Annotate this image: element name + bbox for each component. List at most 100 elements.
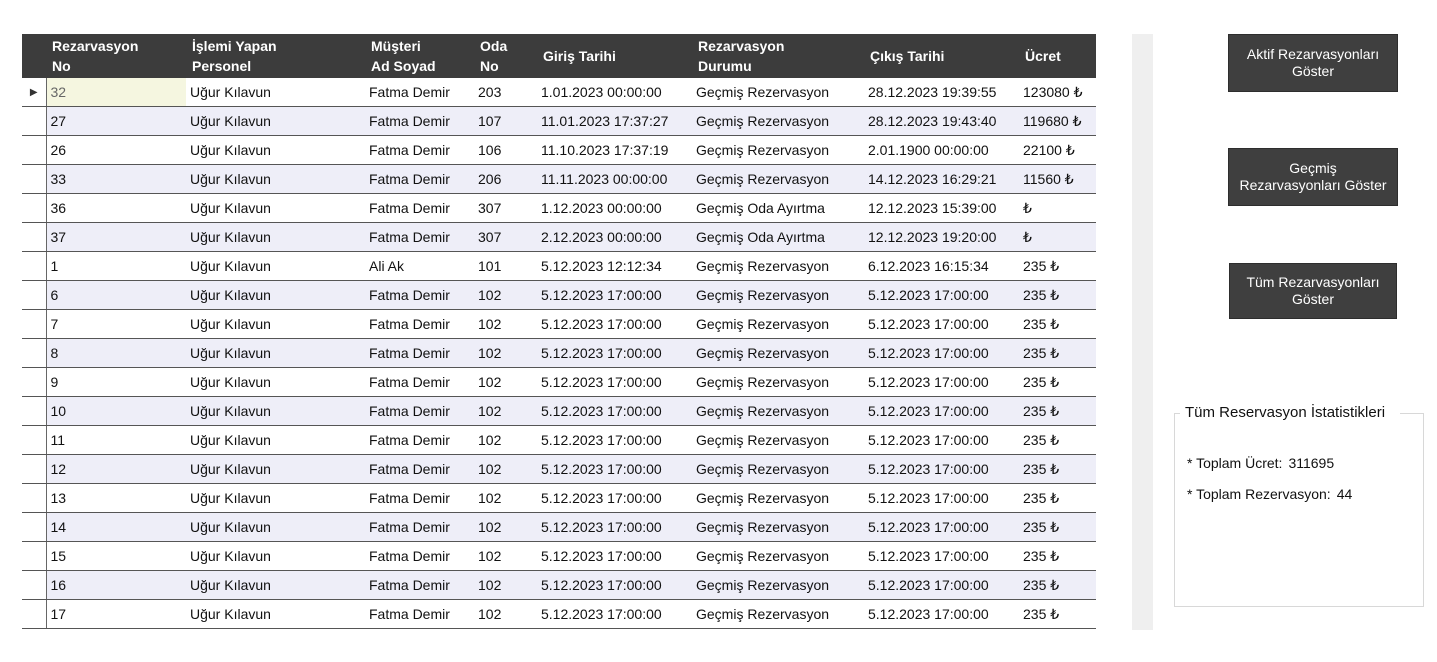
cell-personel[interactable]: Uğur Kılavun <box>186 78 365 107</box>
row-selector[interactable] <box>22 512 47 542</box>
cell-durum[interactable]: Geçmiş Rezervasyon <box>692 106 864 136</box>
row-selector[interactable] <box>22 280 47 310</box>
cell-durum[interactable]: Geçmiş Rezervasyon <box>692 425 864 455</box>
cell-ucret[interactable]: 235 ₺ <box>1019 338 1096 368</box>
cell-oda-no[interactable]: 102 <box>474 396 537 426</box>
row-selector[interactable] <box>22 193 47 223</box>
row-selector[interactable] <box>22 222 47 252</box>
cell-oda-no[interactable]: 203 <box>474 78 537 107</box>
table-row[interactable]: 8 Uğur Kılavun Fatma Demir 102 5.12.2023 17:… <box>22 338 1096 368</box>
cell-durum[interactable]: Geçmiş Rezervasyon <box>692 280 864 310</box>
cell-rezervasyon-no[interactable]: 36 <box>46 193 186 223</box>
cell-ucret[interactable]: 22100 ₺ <box>1019 135 1096 165</box>
column-header-musteri[interactable]: Müşteri Ad Soyad <box>365 34 474 78</box>
row-selector[interactable] <box>22 309 47 339</box>
cell-oda-no[interactable]: 206 <box>474 164 537 194</box>
cell-ucret[interactable]: 235 ₺ <box>1019 454 1096 484</box>
cell-cikis-tarihi[interactable]: 5.12.2023 17:00:00 <box>864 454 1019 484</box>
cell-personel[interactable]: Uğur Kılavun <box>186 570 365 600</box>
table-row[interactable]: 33 Uğur Kılavun Fatma Demir 206 11.11.2023 0… <box>22 164 1096 194</box>
cell-rezervasyon-no[interactable]: 32 <box>46 78 186 107</box>
cell-oda-no[interactable]: 307 <box>474 222 537 252</box>
column-header-ucret[interactable]: Ücret <box>1019 34 1096 78</box>
cell-ucret[interactable]: 235 ₺ <box>1019 425 1096 455</box>
cell-ucret[interactable]: 11560 ₺ <box>1019 164 1096 194</box>
cell-oda-no[interactable]: 106 <box>474 135 537 165</box>
cell-musteri[interactable]: Fatma Demir <box>365 599 474 629</box>
table-row[interactable]: 15 Uğur Kılavun Fatma Demir 102 5.12.2023 17… <box>22 541 1096 571</box>
cell-giris-tarihi[interactable]: 5.12.2023 17:00:00 <box>537 483 692 513</box>
cell-personel[interactable]: Uğur Kılavun <box>186 483 365 513</box>
table-row[interactable]: 12 Uğur Kılavun Fatma Demir 102 5.12.2023 17… <box>22 454 1096 484</box>
table-row[interactable]: ▶ 32 Uğur Kılavun Fatma Demir 203 1.01.2023 0… <box>22 78 1096 107</box>
cell-oda-no[interactable]: 102 <box>474 541 537 571</box>
row-selector[interactable] <box>22 570 47 600</box>
table-row[interactable]: 1 Uğur Kılavun Ali Ak 101 5.12.2023 12:12:34… <box>22 251 1096 281</box>
show-all-reservations-button[interactable]: Tüm Rezarvasyonları Göster <box>1229 263 1397 319</box>
table-row[interactable]: 37 Uğur Kılavun Fatma Demir 307 2.12.2023 00… <box>22 222 1096 252</box>
cell-musteri[interactable]: Fatma Demir <box>365 309 474 339</box>
cell-oda-no[interactable]: 107 <box>474 106 537 136</box>
cell-ucret[interactable]: 235 ₺ <box>1019 483 1096 513</box>
table-row[interactable]: 36 Uğur Kılavun Fatma Demir 307 1.12.2023 00… <box>22 193 1096 223</box>
cell-oda-no[interactable]: 102 <box>474 338 537 368</box>
cell-personel[interactable]: Uğur Kılavun <box>186 309 365 339</box>
cell-rezervasyon-no[interactable]: 10 <box>46 396 186 426</box>
cell-durum[interactable]: Geçmiş Oda Ayırtma <box>692 222 864 252</box>
row-selector[interactable] <box>22 251 47 281</box>
cell-musteri[interactable]: Fatma Demir <box>365 280 474 310</box>
cell-ucret[interactable]: 235 ₺ <box>1019 512 1096 542</box>
cell-cikis-tarihi[interactable]: 12.12.2023 15:39:00 <box>864 193 1019 223</box>
cell-musteri[interactable]: Fatma Demir <box>365 483 474 513</box>
cell-rezervasyon-no[interactable]: 26 <box>46 135 186 165</box>
cell-rezervasyon-no[interactable]: 33 <box>46 164 186 194</box>
cell-ucret[interactable]: 235 ₺ <box>1019 599 1096 629</box>
cell-rezervasyon-no[interactable]: 6 <box>46 280 186 310</box>
row-selector[interactable]: ▶ <box>22 78 47 107</box>
cell-giris-tarihi[interactable]: 5.12.2023 17:00:00 <box>537 280 692 310</box>
row-selector[interactable] <box>22 425 47 455</box>
vertical-scrollbar[interactable] <box>1096 34 1153 630</box>
cell-ucret[interactable]: 235 ₺ <box>1019 541 1096 571</box>
cell-personel[interactable]: Uğur Kılavun <box>186 367 365 397</box>
cell-oda-no[interactable]: 102 <box>474 280 537 310</box>
cell-durum[interactable]: Geçmiş Rezervasyon <box>692 338 864 368</box>
cell-giris-tarihi[interactable]: 1.01.2023 00:00:00 <box>537 78 692 107</box>
cell-cikis-tarihi[interactable]: 5.12.2023 17:00:00 <box>864 483 1019 513</box>
cell-personel[interactable]: Uğur Kılavun <box>186 164 365 194</box>
cell-cikis-tarihi[interactable]: 5.12.2023 17:00:00 <box>864 541 1019 571</box>
cell-durum[interactable]: Geçmiş Rezervasyon <box>692 135 864 165</box>
cell-personel[interactable]: Uğur Kılavun <box>186 512 365 542</box>
cell-giris-tarihi[interactable]: 11.10.2023 17:37:19 <box>537 135 692 165</box>
column-header-durum[interactable]: Rezarvasyon Durumu <box>692 34 864 78</box>
cell-durum[interactable]: Geçmiş Rezervasyon <box>692 454 864 484</box>
row-selector[interactable] <box>22 338 47 368</box>
cell-rezervasyon-no[interactable]: 8 <box>46 338 186 368</box>
cell-rezervasyon-no[interactable]: 7 <box>46 309 186 339</box>
row-selector[interactable] <box>22 483 47 513</box>
row-selector[interactable] <box>22 135 47 165</box>
cell-cikis-tarihi[interactable]: 5.12.2023 17:00:00 <box>864 425 1019 455</box>
cell-cikis-tarihi[interactable]: 5.12.2023 17:00:00 <box>864 309 1019 339</box>
table-row[interactable]: 27 Uğur Kılavun Fatma Demir 107 11.01.2023 1… <box>22 106 1096 136</box>
cell-cikis-tarihi[interactable]: 5.12.2023 17:00:00 <box>864 570 1019 600</box>
cell-musteri[interactable]: Fatma Demir <box>365 367 474 397</box>
cell-musteri[interactable]: Fatma Demir <box>365 512 474 542</box>
column-header-giris-tarihi[interactable]: Giriş Tarihi <box>537 34 692 78</box>
cell-cikis-tarihi[interactable]: 5.12.2023 17:00:00 <box>864 512 1019 542</box>
cell-oda-no[interactable]: 102 <box>474 454 537 484</box>
cell-musteri[interactable]: Fatma Demir <box>365 222 474 252</box>
cell-rezervasyon-no[interactable]: 27 <box>46 106 186 136</box>
cell-ucret[interactable]: ₺ <box>1019 222 1096 252</box>
cell-personel[interactable]: Uğur Kılavun <box>186 338 365 368</box>
cell-cikis-tarihi[interactable]: 5.12.2023 17:00:00 <box>864 280 1019 310</box>
cell-musteri[interactable]: Fatma Demir <box>365 106 474 136</box>
table-row[interactable]: 16 Uğur Kılavun Fatma Demir 102 5.12.2023 17… <box>22 570 1096 600</box>
row-selector[interactable] <box>22 454 47 484</box>
show-active-reservations-button[interactable]: Aktif Rezarvasyonları Göster <box>1228 34 1398 92</box>
cell-durum[interactable]: Geçmiş Oda Ayırtma <box>692 193 864 223</box>
scrollbar-track[interactable] <box>1132 34 1153 630</box>
cell-rezervasyon-no[interactable]: 15 <box>46 541 186 571</box>
cell-personel[interactable]: Uğur Kılavun <box>186 396 365 426</box>
table-row[interactable]: 9 Uğur Kılavun Fatma Demir 102 5.12.2023 17:… <box>22 367 1096 397</box>
